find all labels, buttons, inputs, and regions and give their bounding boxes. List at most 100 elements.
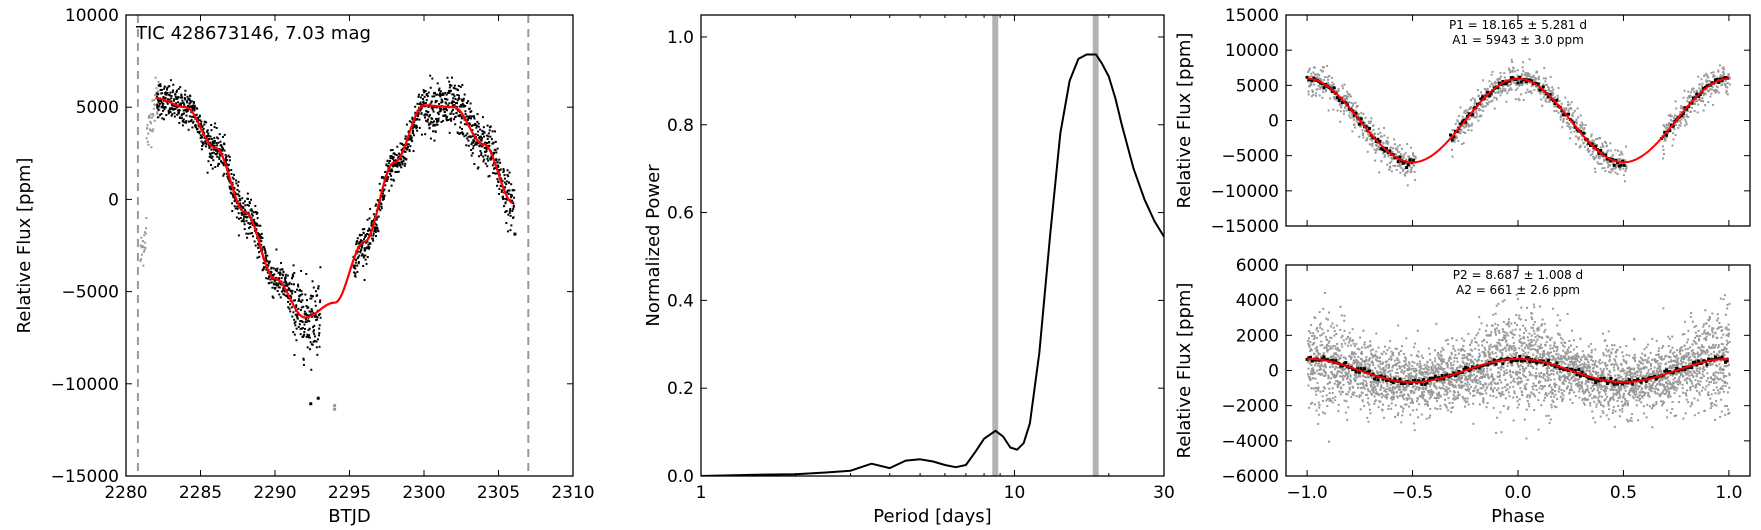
lightcurve-point (452, 100, 455, 103)
phase1-binned-point (1462, 118, 1466, 122)
phase2-gray-point (1374, 385, 1377, 388)
phase2-gray-point (1409, 377, 1412, 380)
lightcurve-point (160, 101, 163, 104)
phase1-gray-point (1706, 80, 1709, 83)
lightcurve-point (169, 91, 172, 94)
lightcurve-gray-point (140, 246, 143, 249)
phase1-gray-point (1574, 143, 1577, 146)
phase2-gray-point (1373, 402, 1376, 405)
phase1-gray-point (1476, 115, 1479, 118)
phase1-gray-point (1664, 139, 1667, 142)
phase2-gray-point (1423, 387, 1426, 390)
lightcurve-point (471, 129, 474, 132)
lightcurve-point (360, 246, 363, 249)
lightcurve-point (468, 107, 471, 110)
lightcurve-point (416, 118, 419, 121)
phase2-gray-point (1308, 406, 1311, 409)
lightcurve-point (412, 132, 415, 135)
lightcurve-gray-point (151, 130, 154, 133)
phase2-gray-point (1413, 391, 1416, 394)
lightcurve-point (471, 135, 474, 138)
lightcurve-point (459, 121, 462, 124)
phase2-gray-point (1459, 364, 1462, 367)
lightcurve-point (273, 273, 276, 276)
phase1-gray-point (1673, 118, 1676, 121)
phase1-binned-point (1589, 144, 1593, 148)
phase1-gray-point (1491, 99, 1494, 102)
phase1-gray-point (1402, 169, 1404, 172)
phase2-gray-point (1417, 350, 1420, 353)
phase2-gray-point (1422, 368, 1425, 371)
phase1-gray-point (1409, 168, 1412, 171)
phase2-gray-point (1391, 389, 1394, 392)
phase1-gray-point (1666, 131, 1669, 134)
phase1-binned-point (1359, 117, 1363, 121)
phase1-gray-point (1725, 86, 1728, 89)
phase1-gray-point (1711, 85, 1714, 88)
phase2-gray-point (1383, 350, 1386, 353)
phase1-binned-point (1536, 82, 1540, 86)
phase1-gray-point (1356, 118, 1359, 121)
phase2-gray-point (1334, 353, 1337, 356)
lightcurve-point (256, 256, 259, 259)
lightcurve-point (445, 93, 448, 96)
lightcurve-point (366, 256, 369, 259)
phase2-gray-point (1373, 395, 1376, 398)
phase2-gray-point (1405, 375, 1408, 378)
lightcurve-point (299, 328, 302, 331)
phase1-gray-point (1571, 115, 1574, 118)
phase1-gray-point (1387, 155, 1390, 158)
phase1-gray-point (1686, 115, 1689, 118)
phase2-gray-point (1336, 380, 1339, 383)
phase2-gray-point (1318, 368, 1321, 371)
lightcurve-point (163, 108, 166, 111)
lightcurve-point (299, 288, 302, 291)
phase2-gray-point (1390, 390, 1393, 393)
phase2-gray-point (1412, 367, 1415, 370)
lightcurve-point (275, 282, 278, 285)
phase1-gray-point (1396, 164, 1399, 167)
phase2-gray-point (1436, 363, 1439, 366)
phase2-gray-point (1411, 365, 1414, 368)
lightcurve-point (390, 174, 393, 177)
lightcurve-point (319, 301, 322, 304)
phase2-gray-point (1324, 370, 1327, 373)
phase2-gray-point (1452, 347, 1455, 350)
lightcurve-point (296, 315, 299, 318)
phase1-gray-point (1375, 149, 1378, 152)
phase2-gray-point (1379, 360, 1382, 363)
phase2-gray-point (1411, 375, 1414, 378)
lightcurve-point (498, 169, 501, 172)
lightcurve-point (243, 220, 246, 223)
phase2-gray-point (1396, 396, 1399, 399)
phase1-gray-point (1477, 94, 1480, 97)
phase2-gray-point (1464, 356, 1467, 359)
lightcurve-point (288, 287, 291, 290)
phase2-gray-point (1441, 386, 1444, 389)
phase1-gray-point (1661, 145, 1664, 148)
lightcurve-point (256, 211, 259, 214)
phase1-gray-point (1502, 85, 1505, 88)
phase2-gray-point (1331, 387, 1334, 390)
phase2-gray-point (1384, 389, 1387, 392)
lightcurve-point (293, 333, 296, 336)
phase1-gray-point (1493, 107, 1496, 110)
phase1-gray-point (1481, 103, 1484, 106)
lightcurve-point (171, 91, 174, 94)
lightcurve-point (484, 141, 487, 144)
phase1-gray-point (1372, 128, 1375, 131)
lightcurve-point (462, 132, 465, 135)
phase1-gray-point (1390, 157, 1393, 160)
phase2-gray-point (1369, 383, 1372, 386)
phase2-gray-point (1369, 345, 1372, 348)
phase2-gray-point (1461, 395, 1464, 398)
phase1-gray-point (1367, 125, 1370, 128)
lightcurve-point (181, 99, 184, 102)
lightcurve-point (312, 329, 315, 332)
phase1-gray-point (1511, 70, 1514, 73)
lightcurve-point (494, 140, 497, 143)
lightcurve-point (354, 264, 357, 267)
phase1-binned-point (1479, 97, 1483, 101)
phase2-gray-point (1457, 352, 1460, 355)
lightcurve-point (372, 234, 375, 237)
